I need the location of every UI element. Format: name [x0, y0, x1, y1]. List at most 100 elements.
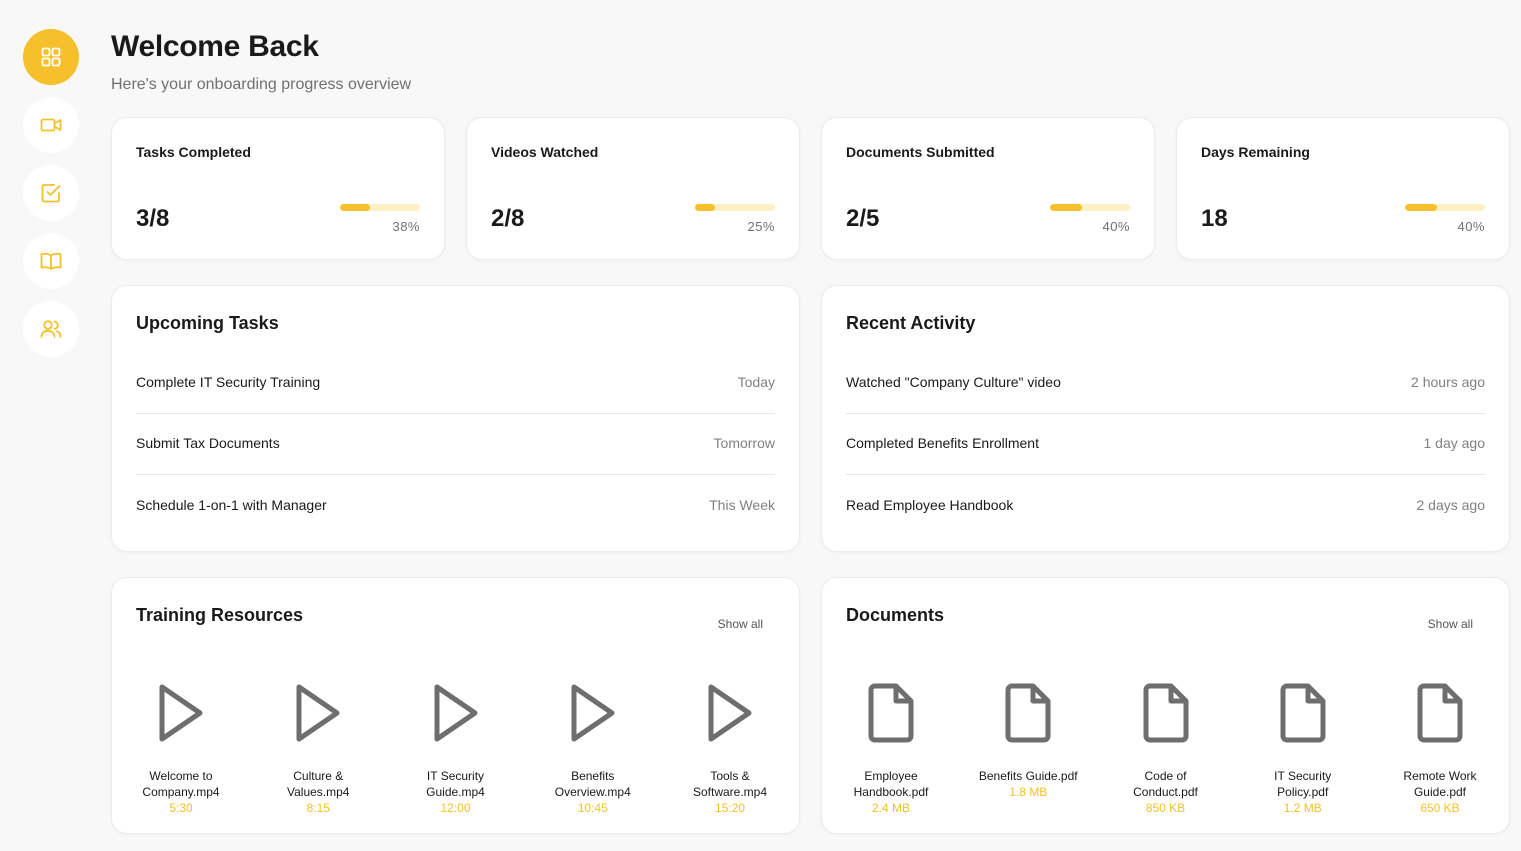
document-icon	[868, 683, 914, 743]
stat-percent: 25%	[747, 219, 775, 234]
video-item[interactable]: Culture & Values.mp4 8:15	[263, 683, 373, 816]
stat-value: 18	[1201, 205, 1228, 232]
task-due: Today	[737, 374, 775, 390]
progress-bar	[1405, 204, 1485, 211]
stat-percent: 38%	[392, 219, 420, 234]
task-due: Tomorrow	[713, 435, 775, 451]
document-name: Code of Conduct.pdf	[1133, 769, 1198, 799]
video-icon	[40, 118, 62, 132]
document-item[interactable]: Code of Conduct.pdf 850 KB	[1111, 683, 1221, 816]
video-name: Tools & Software.mp4	[692, 769, 768, 799]
stat-value: 2/8	[491, 205, 525, 232]
document-size: 1.8 MB	[1009, 785, 1048, 799]
stat-title: Documents Submitted	[846, 144, 995, 160]
stat-value: 2/5	[846, 205, 880, 232]
video-duration: 15:20	[714, 801, 746, 815]
document-icon	[1280, 683, 1326, 743]
task-item[interactable]: Complete IT Security Training Today	[136, 353, 775, 414]
activity-list: Watched "Company Culture" video 2 hours …	[846, 353, 1485, 536]
training-resources-card: Training Resources Show all Welcome to C…	[111, 577, 800, 834]
video-duration: 8:15	[306, 801, 330, 815]
document-icon	[1005, 683, 1051, 743]
section-title: Upcoming Tasks	[136, 313, 279, 333]
document-icon	[1417, 683, 1463, 743]
nav-team-button[interactable]	[23, 301, 79, 357]
document-icon	[1143, 683, 1188, 743]
video-item[interactable]: Welcome to Company.mp4 5:30	[126, 683, 236, 816]
nav-dashboard-button[interactable]	[23, 29, 79, 85]
play-icon	[159, 684, 203, 742]
video-list: Welcome to Company.mp4 5:30 Culture & Va…	[126, 683, 785, 816]
section-title: Recent Activity	[846, 313, 976, 333]
task-item[interactable]: Schedule 1-on-1 with Manager This Week	[136, 475, 775, 536]
document-item[interactable]: Benefits Guide.pdf 1.8 MB	[973, 683, 1083, 816]
play-icon	[708, 684, 752, 742]
activity-label: Read Employee Handbook	[846, 496, 1014, 513]
nav-tasks-button[interactable]	[23, 165, 79, 221]
video-name: Welcome to Company.mp4	[142, 769, 220, 799]
task-label: Submit Tax Documents	[136, 435, 280, 451]
checkbox-icon	[41, 184, 61, 203]
recent-activity-card: Recent Activity Watched "Company Culture…	[821, 285, 1510, 552]
activity-item: Read Employee Handbook 2 days ago	[846, 475, 1485, 536]
stat-value: 3/8	[136, 205, 170, 232]
document-list: Employee Handbook.pdf 2.4 MB Benefits Gu…	[836, 683, 1495, 816]
document-name: Employee Handbook.pdf	[853, 769, 929, 799]
activity-item: Completed Benefits Enrollment 1 day ago	[846, 414, 1485, 475]
video-item[interactable]: IT Security Guide.mp4 12:00	[401, 683, 511, 816]
document-size: 2.4 MB	[871, 801, 910, 815]
section-title: Documents	[846, 605, 945, 625]
stat-title: Days Remaining	[1201, 144, 1310, 160]
activity-time: 2 days ago	[1416, 496, 1486, 513]
document-item[interactable]: Employee Handbook.pdf 2.4 MB	[836, 683, 946, 816]
stat-card-documents: Documents Submitted 2/5 40%	[821, 117, 1155, 260]
stat-card-days: Days Remaining 18 40%	[1176, 117, 1510, 260]
book-icon	[40, 252, 62, 270]
upcoming-tasks-card: Upcoming Tasks Complete IT Security Trai…	[111, 285, 800, 552]
document-item[interactable]: IT Security Policy.pdf 1.2 MB	[1248, 683, 1358, 816]
activity-item: Watched "Company Culture" video 2 hours …	[846, 353, 1485, 414]
users-icon	[40, 320, 62, 338]
progress-fill	[340, 204, 371, 211]
nav-resources-button[interactable]	[23, 233, 79, 289]
task-label: Complete IT Security Training	[136, 374, 321, 390]
sidebar	[23, 29, 79, 369]
activity-label: Completed Benefits Enrollment	[846, 435, 1039, 451]
video-name: IT Security Guide.mp4	[426, 769, 485, 799]
video-duration: 12:00	[440, 801, 471, 815]
document-name: Remote Work Guide.pdf	[1403, 769, 1477, 799]
task-label: Schedule 1-on-1 with Manager	[136, 496, 327, 513]
document-item[interactable]: Remote Work Guide.pdf 650 KB	[1385, 683, 1495, 816]
document-name: Benefits Guide.pdf	[978, 769, 1078, 783]
nav-videos-button[interactable]	[23, 97, 79, 153]
document-size: 1.2 MB	[1283, 801, 1322, 815]
video-duration: 10:45	[577, 801, 608, 815]
progress-fill	[1050, 204, 1082, 211]
video-name: Culture & Values.mp4	[287, 769, 350, 799]
task-item[interactable]: Submit Tax Documents Tomorrow	[136, 414, 775, 475]
activity-time: 2 hours ago	[1411, 374, 1485, 390]
training-show-all-link[interactable]: Show all	[717, 617, 763, 631]
progress-fill	[1405, 204, 1437, 211]
activity-label: Watched "Company Culture" video	[846, 374, 1061, 390]
play-icon	[571, 684, 615, 742]
progress-bar	[1050, 204, 1130, 211]
progress-bar	[695, 204, 775, 211]
document-size: 650 KB	[1420, 801, 1460, 815]
stat-title: Videos Watched	[491, 144, 599, 160]
grid-icon	[41, 47, 61, 67]
progress-fill	[695, 204, 715, 211]
play-icon	[434, 684, 477, 742]
video-item[interactable]: Tools & Software.mp4 15:20	[675, 683, 785, 816]
play-icon	[296, 684, 340, 742]
task-list: Complete IT Security Training Today Subm…	[136, 353, 775, 536]
document-name: IT Security Policy.pdf	[1274, 769, 1332, 799]
stat-card-videos: Videos Watched 2/8 25%	[466, 117, 800, 260]
video-item[interactable]: Benefits Overview.mp4 10:45	[538, 683, 648, 816]
video-name: Benefits Overview.mp4	[554, 769, 631, 799]
stat-card-tasks: Tasks Completed 3/8 38%	[111, 117, 445, 260]
stat-title: Tasks Completed	[136, 144, 251, 160]
documents-show-all-link[interactable]: Show all	[1427, 617, 1473, 631]
section-title: Training Resources	[136, 605, 304, 625]
progress-bar	[340, 204, 420, 211]
